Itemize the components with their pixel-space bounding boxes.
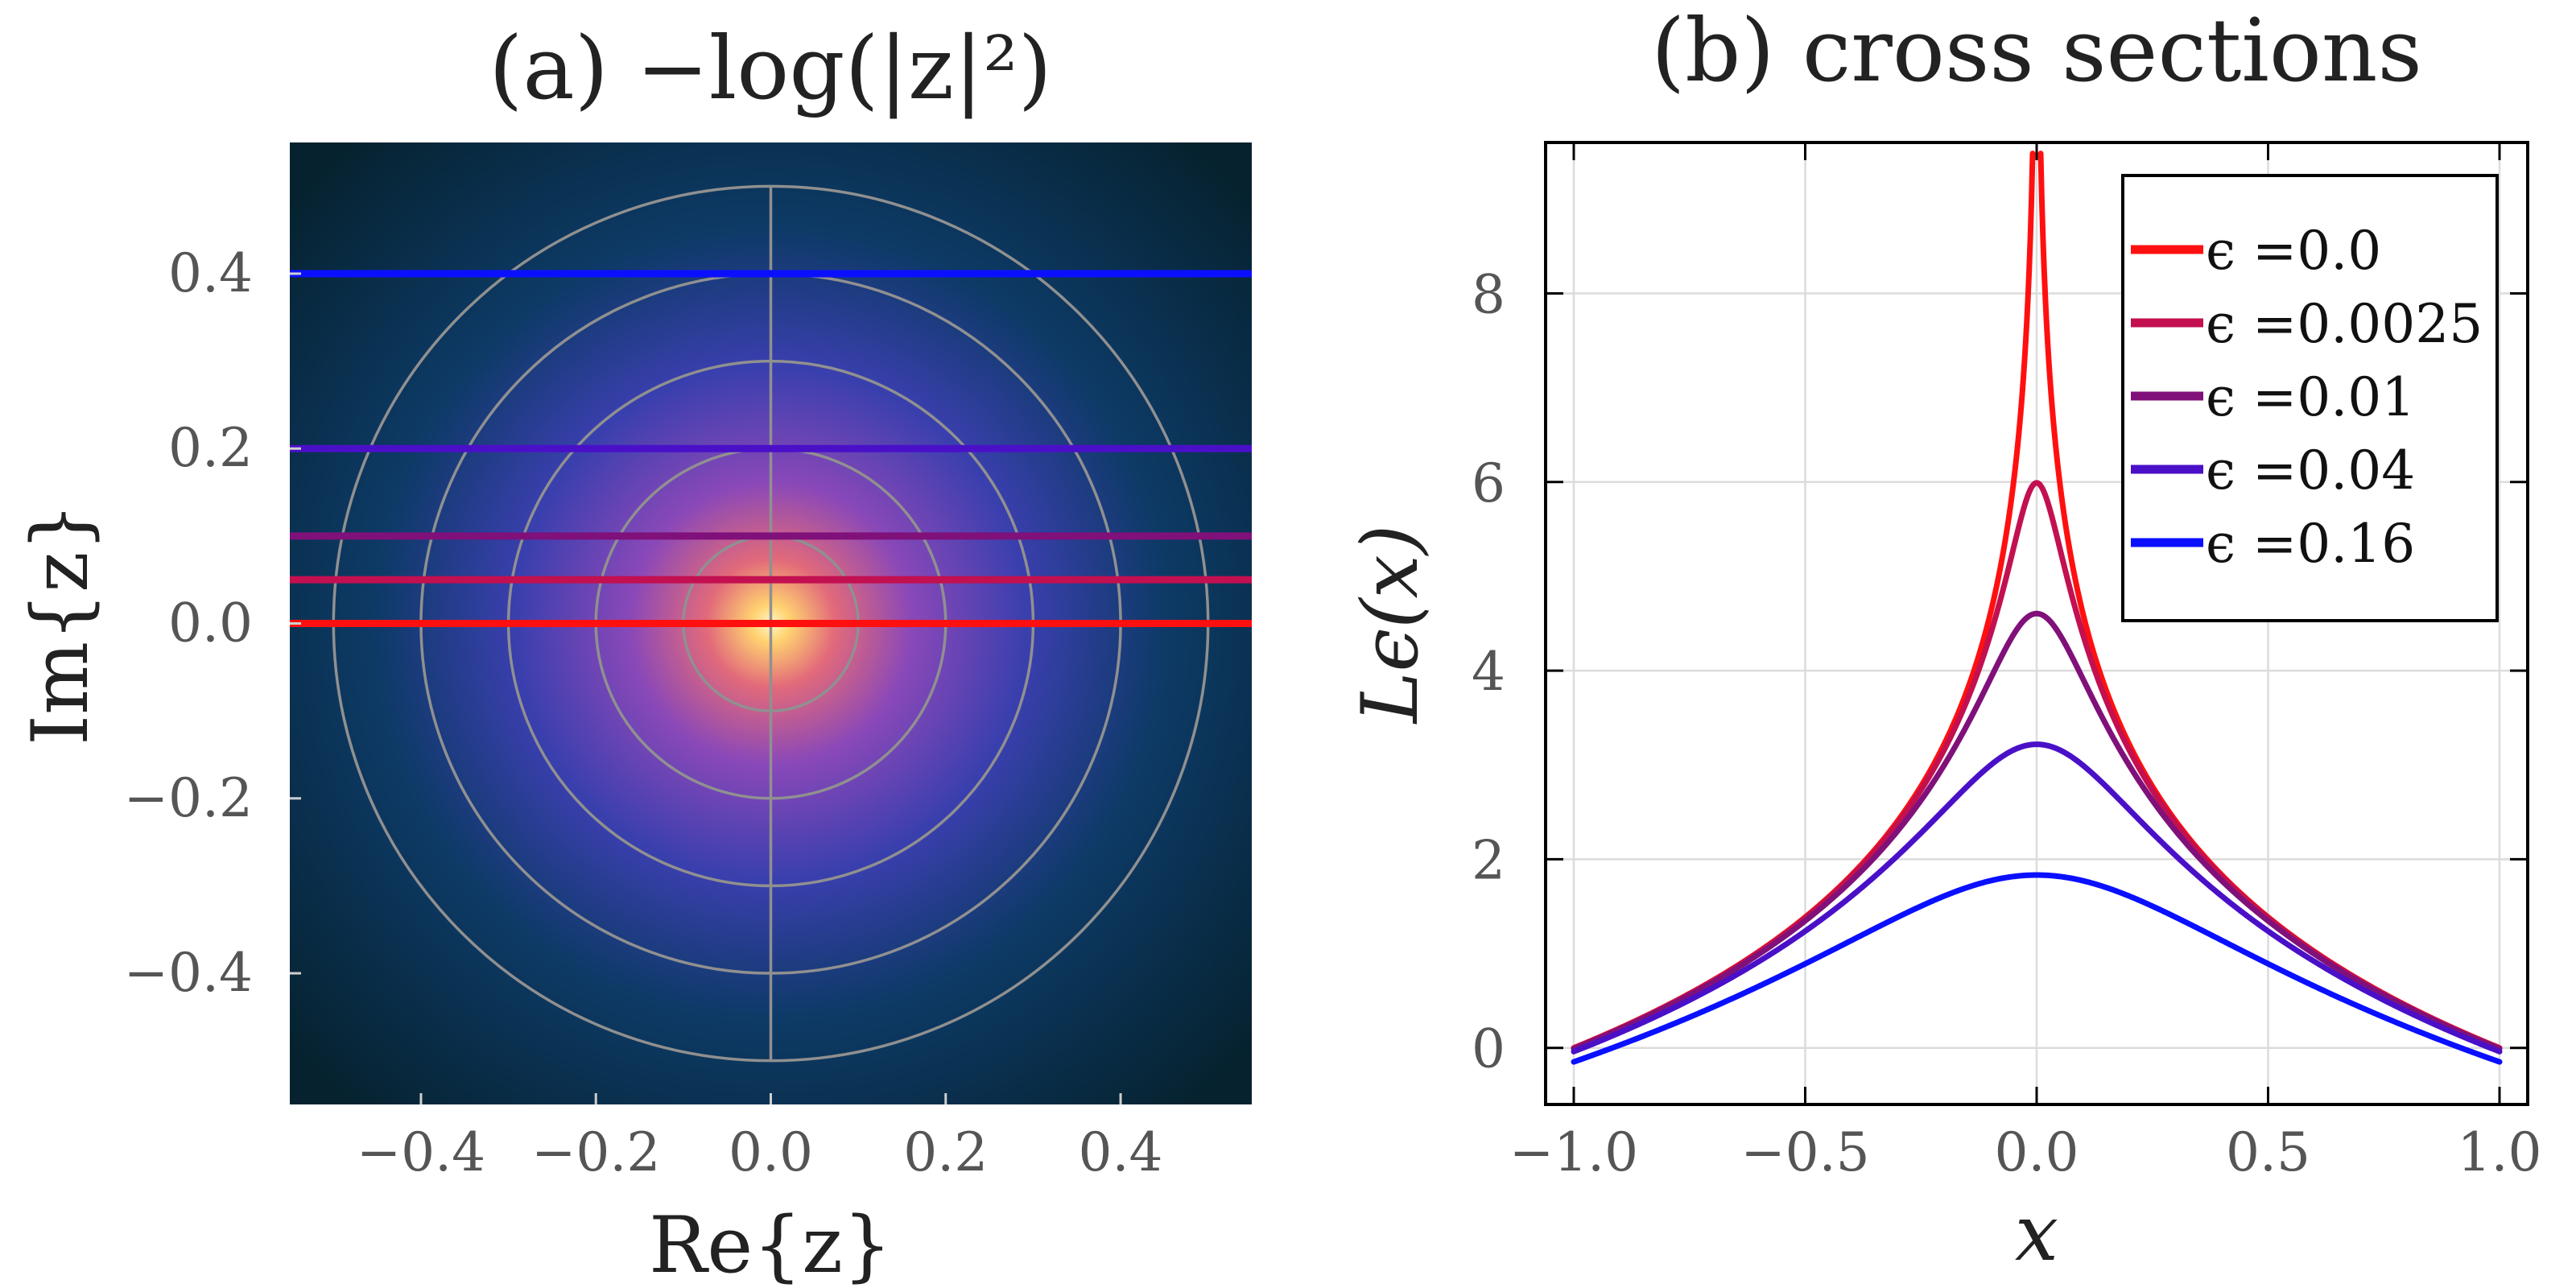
y-tick-label: 0.0 (168, 592, 253, 654)
x-tick-label: 0.0 (1995, 1121, 2079, 1183)
x-tick-label: 0.0 (729, 1121, 813, 1183)
series-line (1571, 610, 2503, 1052)
x-tick-label: −1.0 (1509, 1121, 1638, 1183)
legend-label: ϵ =0.0025 (2206, 293, 2483, 355)
panel-a-y-ticks: 0.4 0.2 0.0 −0.2 −0.4 (124, 242, 301, 1004)
y-tick-label: 2 (1472, 829, 1505, 891)
legend-label: ϵ =0.16 (2206, 513, 2415, 575)
panel-a-x-ticks: −0.4 −0.2 0.0 0.2 0.4 (357, 1093, 1163, 1183)
panel-a-heatmap: (a) −log(|z|²) −0.4 −0.2 0.0 0.2 0.4 0.40.20… (15, 19, 1252, 1288)
series-line (1571, 741, 2503, 1055)
x-tick-label: −0.5 (1740, 1121, 1869, 1183)
x-tick-label: 0.5 (2226, 1121, 2310, 1183)
y-tick-label: 8 (1472, 263, 1505, 325)
panel-b-title: (b) cross sections (1651, 1, 2422, 101)
panel-b-x-ticks: −1.0 −0.5 0.0 0.5 1.0 (1509, 142, 2542, 1183)
panel-b-y-ticks: 0 2 4 6 8 (1472, 263, 2528, 1080)
y-tick-label: −0.4 (124, 942, 253, 1004)
series-line (1571, 151, 2036, 1051)
series-line (1571, 872, 2503, 1065)
x-tick-label: 0.2 (903, 1121, 988, 1183)
legend-label: ϵ =0.0 (2206, 220, 2381, 282)
y-tick-label: 0.2 (168, 417, 253, 479)
x-tick-label: 1.0 (2458, 1121, 2542, 1183)
panel-a-title: (a) −log(|z|²) (489, 19, 1051, 119)
horizontal-cross-section-lines (290, 270, 1252, 627)
legend-label: ϵ =0.01 (2206, 366, 2415, 428)
panel-a-x-label: Re{z} (649, 1200, 892, 1288)
y-tick-label: 0.4 (168, 242, 253, 304)
x-tick-label: −0.2 (531, 1121, 660, 1183)
panel-b-y-label: Lϵ(x) (1345, 525, 1435, 725)
panel-a-y-label: Im{z} (15, 502, 105, 745)
legend: ϵ =0.0 ϵ =0.0025 ϵ =0.01 ϵ =0.04 ϵ =0.16 (2121, 174, 2499, 622)
y-tick-label: 0 (1472, 1018, 1505, 1080)
panel-b-series (1571, 151, 2503, 1065)
legend-label: ϵ =0.04 (2206, 440, 2415, 502)
y-tick-label: −0.2 (124, 767, 253, 829)
panel-b-x-label: x (2015, 1188, 2058, 1278)
x-tick-label: −0.4 (357, 1121, 485, 1183)
y-tick-label: 4 (1472, 641, 1505, 703)
x-tick-label: 0.4 (1079, 1121, 1163, 1183)
y-tick-label: 6 (1472, 452, 1505, 514)
panel-b-line-chart: (b) cross sections −1.0 −0.5 0.0 0.5 1.0 0 2 4… (1345, 1, 2541, 1278)
